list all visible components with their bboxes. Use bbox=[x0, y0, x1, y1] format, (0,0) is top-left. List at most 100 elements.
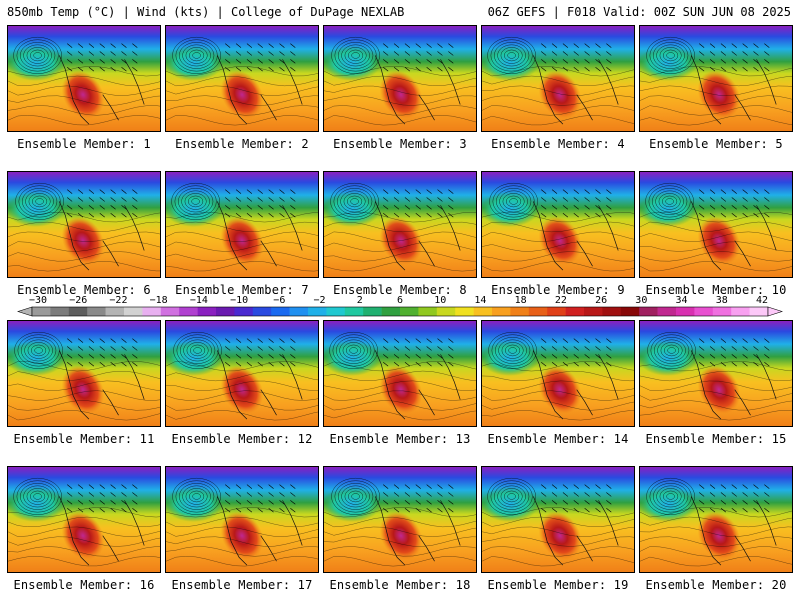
ensemble-panel[interactable]: Ensemble Member: 12 bbox=[164, 320, 320, 466]
colorbar-swatch bbox=[105, 307, 125, 316]
ensemble-map[interactable] bbox=[323, 171, 477, 278]
colorbar-tick-label: −18 bbox=[149, 295, 168, 306]
ensemble-caption: Ensemble Member: 9 bbox=[491, 283, 625, 297]
ensemble-caption: Ensemble Member: 17 bbox=[171, 578, 313, 592]
ensemble-caption: Ensemble Member: 4 bbox=[491, 137, 625, 151]
ensemble-map[interactable] bbox=[165, 171, 319, 278]
ensemble-map[interactable] bbox=[639, 171, 793, 278]
colorbar-swatch bbox=[400, 307, 419, 316]
colorbar-swatch bbox=[436, 307, 456, 316]
ensemble-map[interactable] bbox=[7, 320, 161, 427]
colorbar-swatch bbox=[142, 307, 162, 316]
temperature-field bbox=[166, 172, 318, 277]
colorbar-tick-label: −2 bbox=[313, 295, 326, 306]
ensemble-map[interactable] bbox=[323, 320, 477, 427]
colorbar-swatch bbox=[234, 307, 254, 316]
ensemble-map[interactable] bbox=[323, 466, 477, 573]
ensemble-panel[interactable]: Ensemble Member: 16 bbox=[6, 466, 162, 612]
ensemble-caption: Ensemble Member: 3 bbox=[333, 137, 467, 151]
ensemble-panel[interactable]: Ensemble Member: 18 bbox=[322, 466, 478, 612]
temperature-field bbox=[166, 26, 318, 131]
colorbar-tick-label: 6 bbox=[396, 295, 404, 306]
colorbar-swatch bbox=[160, 307, 180, 316]
colorbar-swatch bbox=[639, 307, 658, 316]
ensemble-caption: Ensemble Member: 11 bbox=[13, 432, 155, 446]
ensemble-panel[interactable]: Ensemble Member: 2 bbox=[164, 25, 320, 171]
ensemble-panel[interactable]: Ensemble Member: 4 bbox=[480, 25, 636, 171]
ensemble-panel[interactable]: Ensemble Member: 7 bbox=[164, 171, 320, 317]
header: 850mb Temp (°C) | Wind (kts) | College o… bbox=[0, 0, 800, 22]
colorbar-swatch bbox=[216, 307, 235, 316]
ensemble-panel[interactable]: Ensemble Member: 13 bbox=[322, 320, 478, 466]
colorbar-tick-label: 18 bbox=[514, 295, 527, 306]
ensemble-panel[interactable]: Ensemble Member: 8 bbox=[322, 171, 478, 317]
ensemble-map[interactable] bbox=[481, 171, 635, 278]
ensemble-panel[interactable]: Ensemble Member: 5 bbox=[638, 25, 794, 171]
ensemble-map[interactable] bbox=[165, 466, 319, 573]
ensemble-panel[interactable]: Ensemble Member: 14 bbox=[480, 320, 636, 466]
colorbar-swatch bbox=[492, 307, 511, 316]
colorbar-swatch bbox=[271, 307, 290, 316]
ensemble-panel[interactable]: Ensemble Member: 6 bbox=[6, 171, 162, 317]
ensemble-panel[interactable]: Ensemble Member: 17 bbox=[164, 466, 320, 612]
temperature-field bbox=[8, 172, 160, 277]
map-title: 850mb Temp (°C) | Wind (kts) | College o… bbox=[7, 5, 405, 19]
colorbar-tick-label: 14 bbox=[474, 295, 487, 306]
colorbar-tick-label: 34 bbox=[675, 295, 688, 306]
colorbar-tick-label: −10 bbox=[230, 295, 249, 306]
colorbar-tick-label: −22 bbox=[109, 295, 128, 306]
colorbar-tick-label: −6 bbox=[273, 295, 286, 306]
temperature-field bbox=[324, 26, 476, 131]
temperature-field bbox=[8, 321, 160, 426]
ensemble-map[interactable] bbox=[323, 25, 477, 132]
colorbar-tick-label: 26 bbox=[595, 295, 608, 306]
ensemble-map[interactable] bbox=[7, 25, 161, 132]
colorbar-swatch bbox=[179, 307, 198, 316]
temperature-field bbox=[640, 467, 792, 572]
temperature-field bbox=[324, 172, 476, 277]
ensemble-caption: Ensemble Member: 8 bbox=[333, 283, 467, 297]
colorbar-swatch bbox=[50, 307, 70, 316]
colorbar-swatch bbox=[712, 307, 732, 316]
ensemble-map[interactable] bbox=[481, 320, 635, 427]
ensemble-map[interactable] bbox=[7, 466, 161, 573]
colorbar-swatch bbox=[510, 307, 530, 316]
temperature-field bbox=[482, 26, 634, 131]
ensemble-caption: Ensemble Member: 14 bbox=[487, 432, 629, 446]
colorbar-swatch bbox=[694, 307, 714, 316]
ensemble-panel[interactable]: Ensemble Member: 19 bbox=[480, 466, 636, 612]
ensemble-caption: Ensemble Member: 1 bbox=[17, 137, 151, 151]
temperature-field bbox=[482, 172, 634, 277]
colorbar-tick-label: 30 bbox=[635, 295, 648, 306]
ensemble-map[interactable] bbox=[639, 320, 793, 427]
temperature-field bbox=[640, 321, 792, 426]
ensemble-caption: Ensemble Member: 2 bbox=[175, 137, 309, 151]
ensemble-caption: Ensemble Member: 19 bbox=[487, 578, 629, 592]
temperature-field bbox=[8, 467, 160, 572]
colorbar-tick-label: −26 bbox=[69, 295, 88, 306]
ensemble-map[interactable] bbox=[481, 466, 635, 573]
temperature-field bbox=[482, 467, 634, 572]
temperature-field bbox=[8, 26, 160, 131]
colorbar-swatch bbox=[565, 307, 585, 316]
colorbar-swatch bbox=[528, 307, 548, 316]
ensemble-panel[interactable]: Ensemble Member: 3 bbox=[322, 25, 478, 171]
ensemble-panel[interactable]: Ensemble Member: 15 bbox=[638, 320, 794, 466]
ensemble-panel[interactable]: Ensemble Member: 9 bbox=[480, 171, 636, 317]
ensemble-map[interactable] bbox=[639, 25, 793, 132]
colorbar-swatch bbox=[289, 307, 309, 316]
ensemble-map[interactable] bbox=[165, 25, 319, 132]
ensemble-panel[interactable]: Ensemble Member: 1 bbox=[6, 25, 162, 171]
colorbar-tick-label: 22 bbox=[554, 295, 567, 306]
ensemble-panel[interactable]: Ensemble Member: 10 bbox=[638, 171, 794, 317]
colorbar-swatch bbox=[308, 307, 327, 316]
ensemble-map[interactable] bbox=[481, 25, 635, 132]
ensemble-map[interactable] bbox=[7, 171, 161, 278]
ensemble-caption: Ensemble Member: 7 bbox=[175, 283, 309, 297]
ensemble-panel[interactable]: Ensemble Member: 11 bbox=[6, 320, 162, 466]
ensemble-caption: Ensemble Member: 12 bbox=[171, 432, 313, 446]
ensemble-panel[interactable]: Ensemble Member: 20 bbox=[638, 466, 794, 612]
ensemble-map[interactable] bbox=[165, 320, 319, 427]
ensemble-map[interactable] bbox=[639, 466, 793, 573]
colorbar-swatch bbox=[473, 307, 493, 316]
